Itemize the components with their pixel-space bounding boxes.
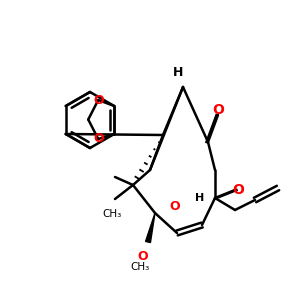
Text: H: H — [173, 67, 183, 80]
Text: O: O — [232, 183, 244, 197]
Text: O: O — [93, 133, 104, 146]
Polygon shape — [146, 213, 155, 243]
Text: CH₃: CH₃ — [130, 262, 150, 272]
Text: CH₃: CH₃ — [102, 209, 122, 219]
Text: O: O — [170, 200, 180, 214]
Text: H: H — [195, 193, 205, 203]
Text: O: O — [212, 103, 224, 117]
Text: O: O — [93, 94, 104, 106]
Text: O: O — [138, 250, 148, 263]
